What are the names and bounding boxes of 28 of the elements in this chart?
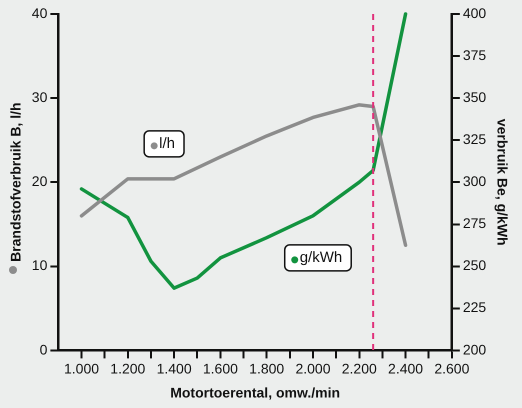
y-tick-label: 20 xyxy=(32,173,48,190)
y-tick-label: 0 xyxy=(40,341,48,358)
y2-tick-label: 375 xyxy=(462,46,486,63)
y-tick-label: 30 xyxy=(32,88,48,105)
y2-tick-label: 275 xyxy=(462,215,486,232)
x-tick-label: 1.000 xyxy=(64,360,100,377)
x-tick-label: 2.000 xyxy=(295,360,331,377)
x-axis-title: Motortoerental, omw./min xyxy=(170,384,340,400)
y2-tick-label: 400 xyxy=(462,4,486,21)
y2-tick-label: 350 xyxy=(462,88,486,105)
x-tick-label: 1.600 xyxy=(202,360,238,377)
y2-axis-title: verbruik Be, g/kWh xyxy=(494,118,511,246)
x-tick-label: 1.400 xyxy=(156,360,192,377)
y2-tick-label: 300 xyxy=(462,173,486,190)
x-tick-label: 1.800 xyxy=(249,360,284,377)
legend-label: l/h xyxy=(159,134,176,152)
x-tick-label: 1.200 xyxy=(110,360,146,377)
legend-label: g/kWh xyxy=(300,248,342,266)
x-tick-label: 2.200 xyxy=(342,360,377,377)
y2-tick-label: 225 xyxy=(462,299,486,316)
x-tick-label: 2.600 xyxy=(434,360,470,377)
y2-tick-label: 325 xyxy=(462,131,486,148)
y2-tick-label: 250 xyxy=(462,257,486,274)
y-tick-label: 40 xyxy=(32,4,48,21)
y-tick-label: 10 xyxy=(32,257,48,274)
y2-tick-label: 200 xyxy=(462,341,486,358)
x-tick-label: 2.400 xyxy=(388,360,424,377)
y-axis-title: Brandstofverbruik B, l/h xyxy=(7,102,24,262)
